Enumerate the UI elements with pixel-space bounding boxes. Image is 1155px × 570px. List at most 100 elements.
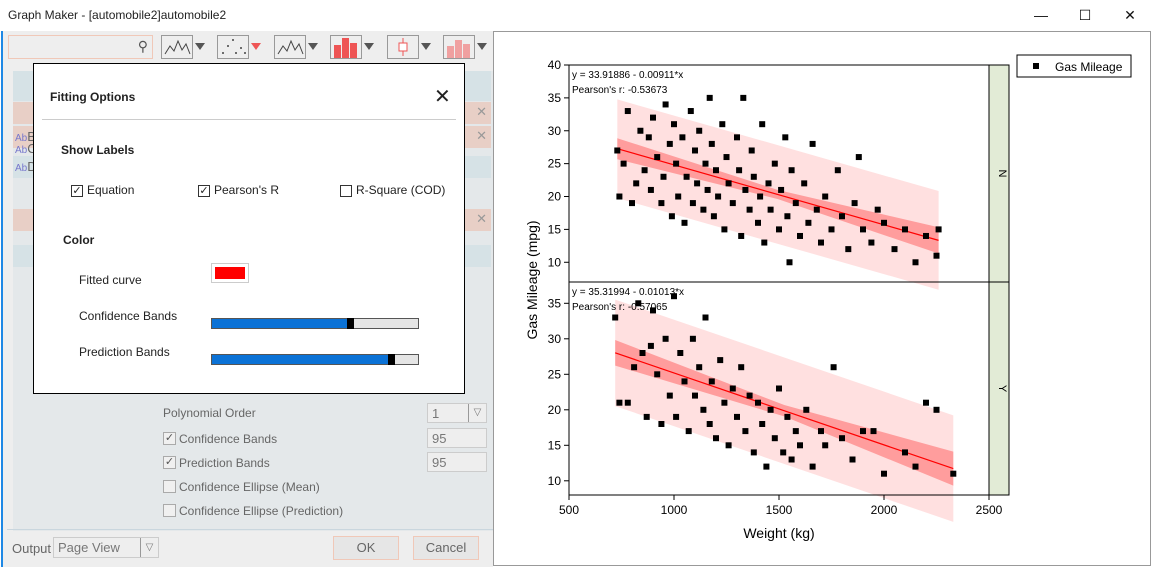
chevron-down-icon[interactable] (421, 43, 431, 50)
output-value: Page View (58, 540, 120, 555)
equation-checkbox[interactable]: ✓ Equation (71, 183, 134, 197)
data-point (681, 219, 688, 226)
data-point (729, 200, 736, 207)
data-point (715, 193, 722, 200)
chevron-down-icon[interactable] (364, 43, 374, 50)
prediction-bands-slider[interactable] (211, 354, 419, 365)
dialog-title: Fitting Options (50, 90, 136, 104)
data-point (765, 180, 772, 187)
data-point (673, 160, 680, 167)
data-point (658, 200, 665, 207)
line-chart-button[interactable] (161, 35, 193, 59)
data-point (870, 428, 877, 435)
x-tick-label: 2000 (871, 503, 898, 517)
remove-icon[interactable]: ✕ (476, 104, 487, 119)
remove-icon[interactable]: ✕ (476, 128, 487, 143)
data-point (616, 399, 623, 406)
ellipse-mean-checkbox[interactable] (163, 480, 176, 493)
list-item-label: B (27, 129, 36, 144)
x-tick-label: 1000 (661, 503, 688, 517)
ellipse-prediction-checkbox[interactable] (163, 504, 176, 517)
slider-thumb[interactable] (346, 318, 354, 329)
data-point (813, 206, 820, 213)
close-icon[interactable]: ✕ (434, 86, 451, 108)
confidence-bands-slider[interactable] (211, 318, 419, 329)
prediction-bands-checkbox[interactable]: ✓ (163, 456, 176, 469)
data-point (647, 186, 654, 193)
data-point (784, 213, 791, 220)
list-item[interactable]: AbC (13, 138, 491, 160)
data-point (851, 200, 858, 207)
data-point (801, 180, 808, 187)
chevron-down-icon[interactable]: ▽ (140, 538, 158, 557)
minimize-button[interactable]: — (1034, 7, 1048, 23)
remove-icon[interactable]: ✕ (476, 211, 487, 226)
data-point (725, 442, 732, 449)
data-point (696, 127, 703, 134)
confidence-bands-checkbox[interactable]: ✓ (163, 432, 176, 445)
data-point (912, 259, 919, 266)
data-point (757, 193, 764, 200)
rsquare-label: R-Square (COD) (356, 183, 446, 197)
pearson-checkbox[interactable]: ✓ Pearson's R (198, 183, 279, 197)
output-select[interactable]: Page View ▽ (53, 537, 159, 558)
data-point (748, 147, 755, 154)
data-point (706, 421, 713, 427)
data-point (677, 350, 684, 356)
data-point (809, 140, 816, 147)
data-point (780, 449, 787, 456)
data-point (742, 186, 749, 193)
chevron-down-icon[interactable]: ▽ (468, 404, 486, 422)
data-point (868, 239, 875, 246)
data-point (830, 364, 837, 371)
chevron-down-icon[interactable] (195, 43, 205, 50)
data-point (620, 160, 627, 167)
scatter-chart-button[interactable] (217, 35, 249, 59)
data-point (797, 232, 803, 239)
stacked-column-chart-button[interactable] (443, 35, 475, 59)
color-swatch (215, 267, 245, 279)
data-point (834, 167, 841, 174)
data-point (624, 108, 631, 115)
search-icon: ⚲ (137, 38, 148, 54)
data-point (860, 226, 866, 233)
chevron-down-icon[interactable] (477, 43, 487, 50)
data-point (647, 342, 654, 349)
data-point (797, 442, 803, 449)
data-point (645, 134, 652, 141)
chevron-down-icon[interactable] (308, 43, 318, 50)
confidence-bands-label: Confidence Bands (179, 432, 278, 446)
fitted-curve-color-button[interactable] (211, 263, 249, 283)
maximize-button[interactable]: ☐ (1078, 7, 1092, 23)
column-chart-button[interactable] (330, 35, 362, 59)
data-point (822, 193, 829, 200)
box-chart-button[interactable] (387, 35, 419, 59)
ok-button[interactable]: OK (333, 536, 399, 560)
confidence-band (615, 340, 954, 486)
data-point (683, 173, 690, 180)
data-point (692, 392, 698, 399)
data-point (679, 134, 686, 141)
fit-line (615, 352, 954, 470)
line-symbol-chart-button[interactable] (274, 35, 306, 59)
list-item-label: C (27, 141, 37, 156)
close-button[interactable]: ✕ (1124, 7, 1136, 23)
polynomial-order-select[interactable]: 1 ▽ (427, 403, 487, 423)
data-point (700, 206, 707, 213)
rsquare-checkbox[interactable]: R-Square (COD) (340, 183, 445, 197)
color-heading: Color (63, 233, 95, 247)
slider-thumb[interactable] (388, 354, 396, 365)
divider (42, 119, 456, 120)
data-point (687, 108, 694, 115)
data-point (750, 449, 757, 456)
x-tick-label: 2500 (976, 503, 1003, 517)
data-point (650, 114, 656, 121)
cancel-button[interactable]: Cancel (413, 536, 479, 560)
chevron-down-icon[interactable] (251, 43, 261, 50)
search-input[interactable]: ⚲ (8, 35, 153, 59)
prediction-level-input[interactable]: 95 (427, 452, 487, 472)
confidence-level-input[interactable]: 95 (427, 428, 487, 448)
data-point (881, 470, 887, 477)
ellipse-mean-label: Confidence Ellipse (Mean) (179, 480, 320, 494)
fitted-curve-label: Fitted curve (79, 273, 142, 287)
